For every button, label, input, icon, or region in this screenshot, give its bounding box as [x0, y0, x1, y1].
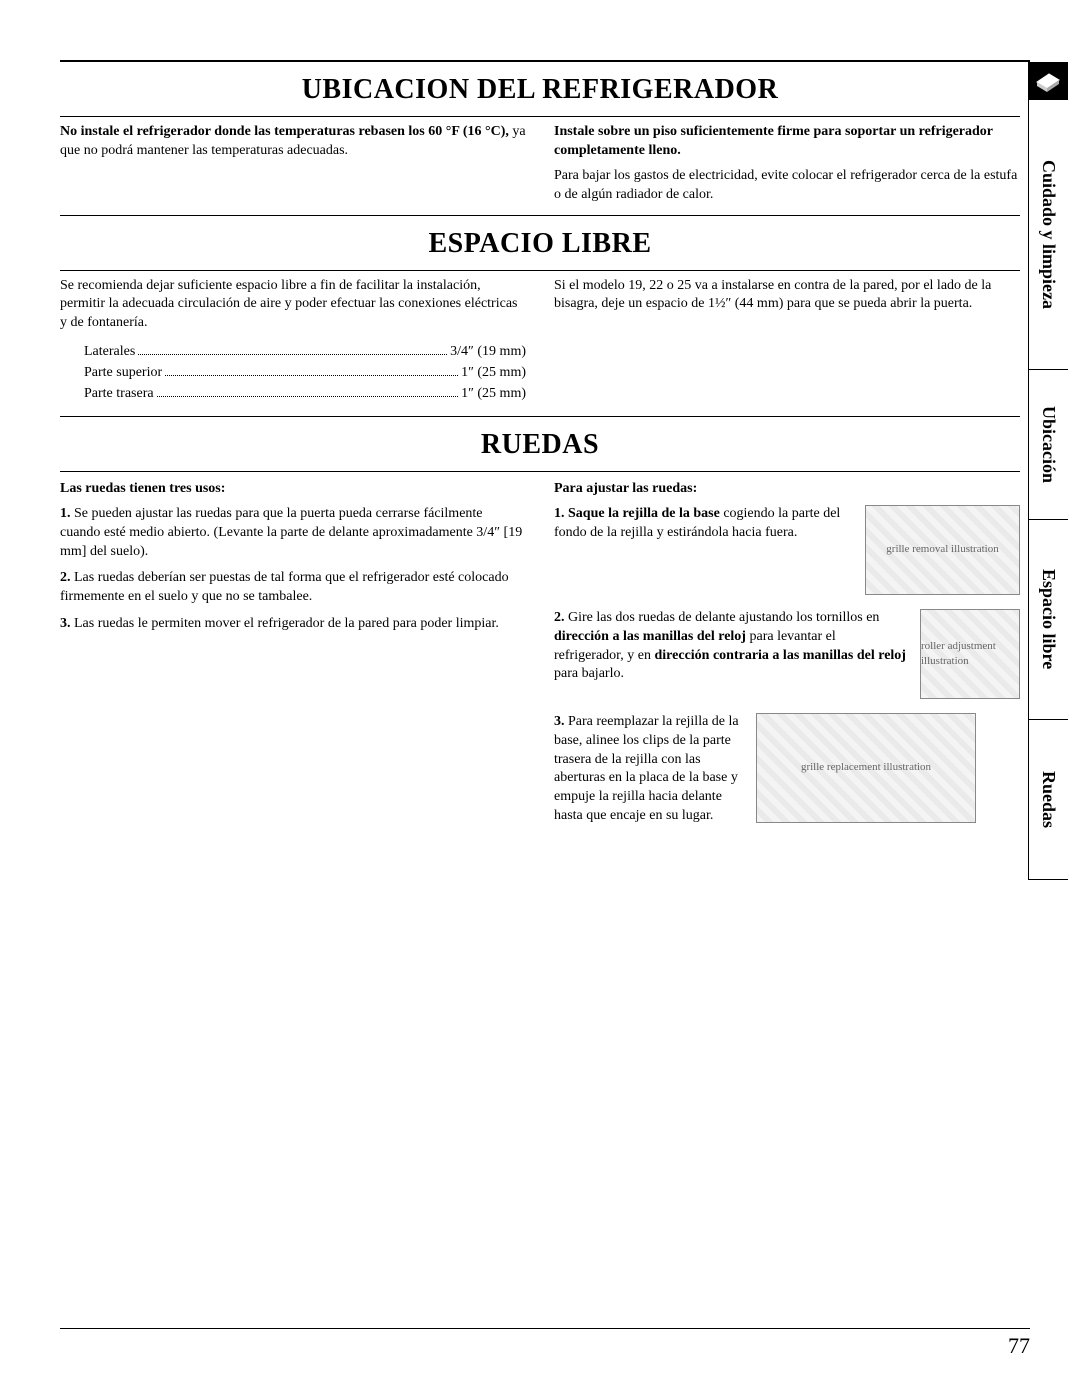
- step-1: 1. Saque la rejilla de la base cogiendo …: [554, 505, 1020, 595]
- spec-row: Parte superior 1″ (25 mm): [84, 364, 526, 383]
- spec-dots: [138, 354, 447, 355]
- step-2-e: para bajarlo.: [554, 666, 624, 681]
- spec-dots: [157, 396, 458, 397]
- item-text: Se pueden ajustar las ruedas para que la…: [60, 506, 522, 559]
- spec-value: 3/4″ (19 mm): [450, 343, 526, 362]
- step-2-number: 2.: [554, 610, 565, 625]
- roller-adjustment-illustration: roller adjustment illustration: [920, 609, 1020, 699]
- step-3: 3. Para reemplazar la rejilla de la base…: [554, 713, 1020, 826]
- espacio-left: Se recomienda dejar suficiente espacio l…: [60, 277, 526, 406]
- item-number: 3.: [60, 616, 71, 631]
- step-3-number: 3.: [554, 714, 565, 729]
- espacio-right: Si el modelo 19, 22 o 25 va a instalarse…: [554, 277, 1020, 406]
- item-number: 2.: [60, 570, 71, 585]
- spec-label: Parte superior: [84, 364, 162, 383]
- bottom-rule: [60, 1328, 1030, 1329]
- spec-row: Laterales 3/4″ (19 mm): [84, 343, 526, 362]
- step-2: 2. Gire las dos ruedas de delante ajusta…: [554, 609, 1020, 699]
- ubicacion-right-rest: Para bajar los gastos de electricidad, e…: [554, 167, 1020, 205]
- page-number: 77: [1008, 1333, 1030, 1359]
- section-title-ubicacion: UBICACION DEL REFRIGERADOR: [60, 62, 1020, 116]
- step-1-bold: 1. Saque la rejilla de la base: [554, 506, 720, 521]
- list-item: 2. Las ruedas deberían ser puestas de ta…: [60, 569, 526, 607]
- step-2-d: dirección contraria a las manillas del r…: [655, 648, 906, 663]
- step-3-text: 3. Para reemplazar la rejilla de la base…: [554, 713, 744, 826]
- item-text: Las ruedas le permiten mover el refriger…: [74, 616, 499, 631]
- espacio-intro: Se recomienda dejar suficiente espacio l…: [60, 277, 526, 334]
- spec-label: Parte trasera: [84, 385, 154, 404]
- spec-row: Parte trasera 1″ (25 mm): [84, 385, 526, 404]
- ubicacion-columns: No instale el refrigerador donde las tem…: [60, 117, 1020, 215]
- ruedas-left-heading: Las ruedas tienen tres usos:: [60, 480, 526, 499]
- spec-list: Laterales 3/4″ (19 mm) Parte superior 1″…: [84, 343, 526, 404]
- sidebar-tabs: Cuidado y limpieza Ubicación Espacio lib…: [1028, 62, 1068, 1357]
- ubicacion-left-bold: No instale el refrigerador donde las tem…: [60, 124, 509, 139]
- ruedas-left: Las ruedas tienen tres usos: 1. Se puede…: [60, 480, 526, 840]
- item-number: 1.: [60, 506, 71, 521]
- ruedas-columns: Las ruedas tienen tres usos: 1. Se puede…: [60, 472, 1020, 850]
- section-title-ruedas: RUEDAS: [60, 417, 1020, 471]
- list-item: 3. Las ruedas le permiten mover el refri…: [60, 615, 526, 634]
- grille-replacement-illustration: grille replacement illustration: [756, 713, 976, 823]
- ruedas-right-heading: Para ajustar las ruedas:: [554, 480, 1020, 499]
- spec-value: 1″ (25 mm): [461, 364, 526, 383]
- step-2-b: dirección a las manillas del reloj: [554, 629, 746, 644]
- step-2-a: Gire las dos ruedas de delante ajustando…: [565, 610, 880, 625]
- ubicacion-right: Instale sobre un piso suficientemente fi…: [554, 123, 1020, 205]
- spec-value: 1″ (25 mm): [461, 385, 526, 404]
- step-3-rest: Para reemplazar la rejilla de la base, a…: [554, 714, 739, 823]
- ruedas-right: Para ajustar las ruedas: 1. Saque la rej…: [554, 480, 1020, 840]
- sidebar-tab-ubicacion: Ubicación: [1028, 370, 1068, 520]
- item-text: Las ruedas deberían ser puestas de tal f…: [60, 570, 509, 604]
- ubicacion-right-bold: Instale sobre un piso suficientemente fi…: [554, 123, 1020, 161]
- step-1-text: 1. Saque la rejilla de la base cogiendo …: [554, 505, 853, 543]
- page: Cuidado y limpieza Ubicación Espacio lib…: [60, 60, 1030, 1357]
- sidebar-tab-ruedas: Ruedas: [1028, 720, 1068, 880]
- tab-icon: [1028, 62, 1068, 100]
- grille-removal-illustration: grille removal illustration: [865, 505, 1020, 595]
- spec-label: Laterales: [84, 343, 135, 362]
- ruedas-left-list: 1. Se pueden ajustar las ruedas para que…: [60, 505, 526, 634]
- espacio-columns: Se recomienda dejar suficiente espacio l…: [60, 271, 1020, 416]
- sidebar-tab-espacio: Espacio libre: [1028, 520, 1068, 720]
- step-2-text: 2. Gire las dos ruedas de delante ajusta…: [554, 609, 908, 685]
- spec-dots: [165, 375, 458, 376]
- sponge-icon: [1033, 68, 1063, 94]
- content-area: UBICACION DEL REFRIGERADOR No instale el…: [60, 62, 1030, 850]
- section-title-espacio: ESPACIO LIBRE: [60, 216, 1020, 270]
- sidebar-tab-cuidado: Cuidado y limpieza: [1028, 100, 1068, 370]
- list-item: 1. Se pueden ajustar las ruedas para que…: [60, 505, 526, 562]
- ubicacion-left: No instale el refrigerador donde las tem…: [60, 123, 526, 205]
